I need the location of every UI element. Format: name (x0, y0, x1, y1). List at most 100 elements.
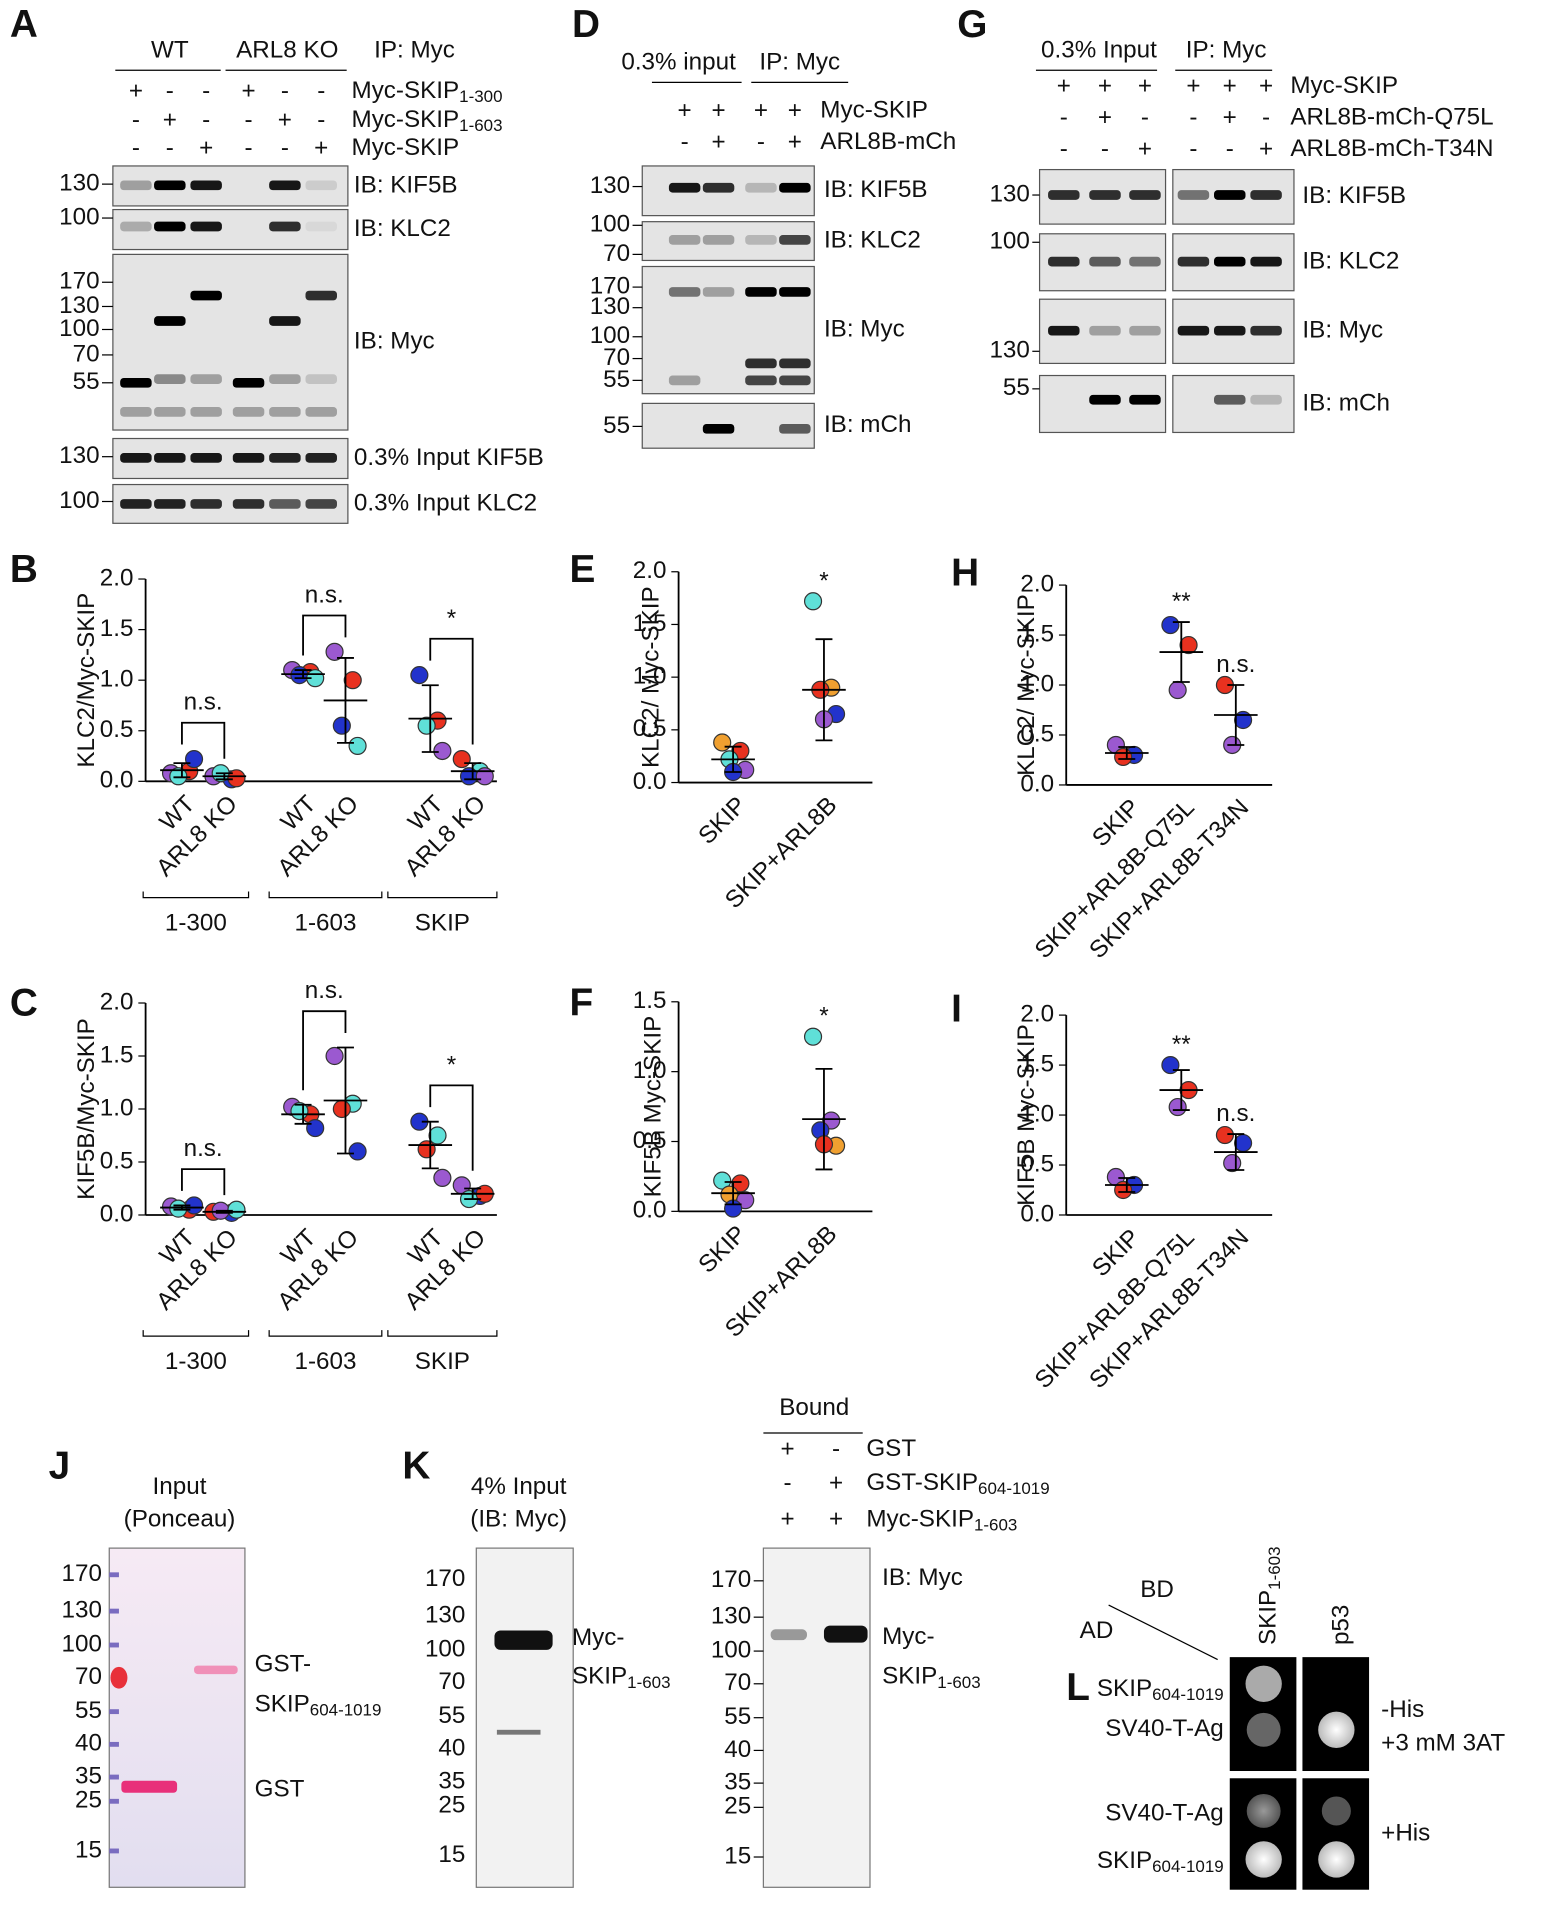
condition-label-main: Myc-SKIP (866, 1506, 974, 1533)
blot-label: 0.3% Input KIF5B (354, 444, 544, 471)
mw-label: 130 (59, 442, 99, 469)
blot-label: IB: Myc (824, 315, 905, 342)
mw-label: 70 (603, 344, 630, 371)
blot-label: IB: Myc (1302, 317, 1383, 344)
mw-label: 100 (59, 315, 99, 342)
data-point (1179, 635, 1198, 655)
sign: + (1098, 73, 1112, 100)
sign: - (202, 77, 210, 104)
mw-label: 100 (711, 1636, 751, 1663)
band (190, 221, 222, 232)
sign: - (1226, 136, 1234, 163)
sign: - (681, 128, 689, 155)
y-tick-label: 0.5 (1020, 720, 1054, 747)
mw-label: 70 (724, 1669, 751, 1696)
band (1214, 325, 1246, 336)
y-tick-label: 1.5 (633, 610, 667, 637)
blot-label: IB: mCh (824, 411, 911, 438)
band (120, 407, 152, 417)
band (702, 423, 735, 434)
band (1250, 394, 1282, 405)
colony (1318, 1841, 1355, 1878)
band (779, 423, 811, 434)
panel-letter: J (49, 1444, 71, 1487)
y-tick-label: 2.0 (100, 564, 134, 591)
band (154, 316, 186, 326)
blot (475, 1547, 574, 1888)
data-point (1114, 747, 1133, 767)
y-tick-label: 0.0 (1020, 770, 1054, 797)
band (305, 180, 337, 191)
y-tick-label: 0.0 (633, 1197, 667, 1224)
column-header: IP: Myc (759, 48, 840, 75)
band (269, 499, 301, 509)
row-label: SKIP604-1019 (1097, 1847, 1224, 1876)
y-tick-label: 1.5 (633, 987, 667, 1014)
data-point (803, 592, 823, 611)
sign: - (1060, 104, 1068, 131)
band (154, 407, 186, 417)
significance: * (819, 567, 829, 594)
row-label-sub: 604-1019 (1152, 1685, 1224, 1704)
mw-label: 40 (724, 1736, 751, 1763)
sign: + (1138, 73, 1152, 100)
y-tick-label: 0.5 (633, 715, 667, 742)
mw-label: 25 (438, 1792, 465, 1819)
significance: n.s. (1216, 1100, 1255, 1127)
condition-label: +3 mM 3AT (1381, 1730, 1505, 1757)
sign: + (781, 1506, 795, 1533)
gel-title: (Ponceau) (124, 1506, 236, 1533)
mw-label: 130 (711, 1603, 751, 1630)
band (745, 375, 777, 386)
sign: - (832, 1435, 840, 1462)
band (1048, 325, 1080, 336)
band (1089, 394, 1121, 405)
band (154, 221, 186, 232)
blot-label: IB: KIF5B (824, 176, 928, 203)
mw-label: 130 (59, 170, 99, 197)
sign: + (1223, 104, 1237, 131)
column-header-sub: 1-603 (1265, 1546, 1284, 1589)
band (1177, 325, 1210, 336)
y-axis-label: KIF5B Myc-SKIP (1013, 1024, 1040, 1206)
section-bracket (387, 1330, 498, 1337)
band (190, 374, 222, 384)
mw-label: 35 (438, 1767, 465, 1794)
band (232, 499, 265, 509)
band (305, 374, 337, 384)
band (1089, 325, 1121, 336)
row-label-main: SV40-T-Ag (1105, 1715, 1223, 1742)
band (1129, 394, 1161, 405)
y-tick-label: 1.0 (1020, 670, 1054, 697)
x-tick-label: ARL8 KO (400, 1224, 491, 1315)
sign: + (754, 97, 768, 124)
band (1250, 256, 1282, 267)
data-point (325, 1046, 344, 1066)
colony (1246, 1712, 1281, 1747)
band (770, 1629, 807, 1641)
band (190, 453, 222, 463)
mw-label: 130 (989, 180, 1029, 207)
band (745, 358, 777, 369)
mw-label: 130 (989, 337, 1029, 364)
data-point (713, 733, 732, 752)
sign: - (784, 1469, 792, 1496)
axis-label: BD (1140, 1576, 1174, 1603)
band (120, 377, 152, 388)
significance-bracket (429, 1084, 474, 1171)
band-label-main: SKIP (255, 1691, 310, 1718)
y-tick-label: 0.0 (1020, 1200, 1054, 1227)
mw-label: 170 (425, 1565, 465, 1592)
mw-label: 40 (75, 1730, 102, 1757)
y-tick-label: 1.0 (100, 1094, 134, 1121)
sign: - (132, 107, 140, 134)
sign: - (281, 77, 289, 104)
sign: + (781, 1435, 795, 1462)
band (745, 287, 777, 297)
band (779, 287, 811, 297)
y-tick-label: 0.5 (1020, 1150, 1054, 1177)
band (269, 407, 301, 417)
ladder (109, 1572, 119, 1854)
section-label: SKIP (415, 910, 470, 937)
band (668, 182, 701, 193)
